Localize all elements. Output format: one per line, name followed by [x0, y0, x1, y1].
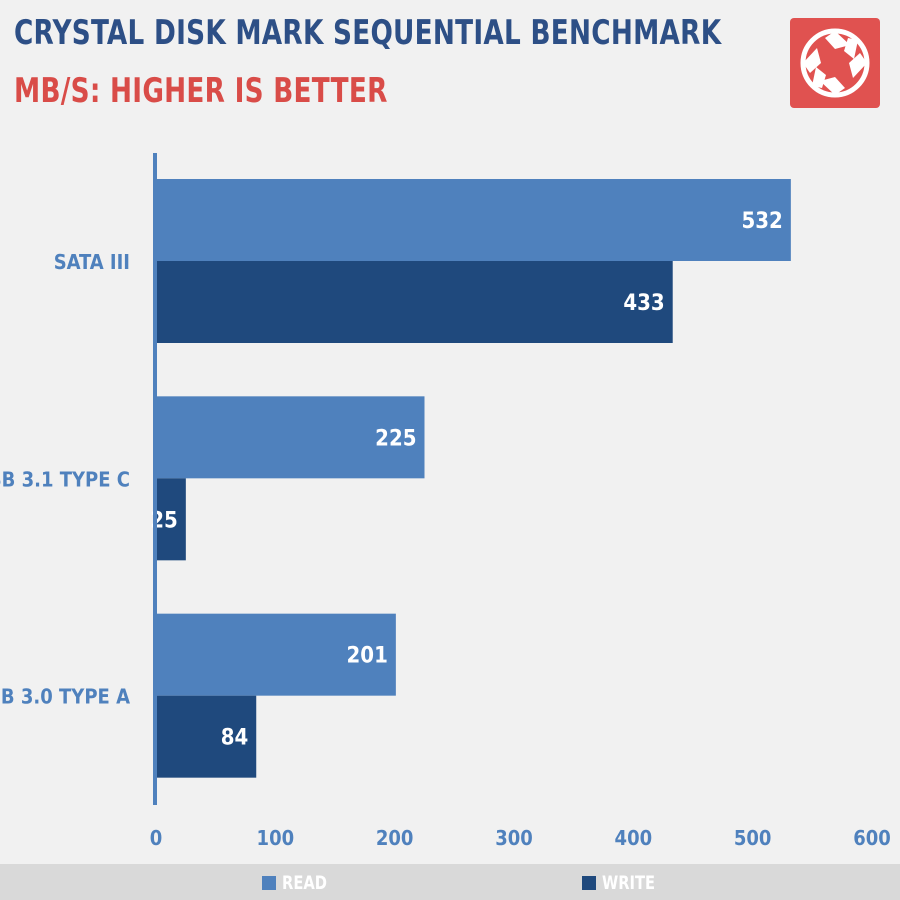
data-label-read-1: 225 [375, 426, 416, 451]
legend-item-read: READ [262, 872, 334, 894]
chart-subtitle: MB/S: HIGHER IS BETTER [14, 71, 388, 111]
chart-title: CRYSTAL DISK MARK SEQUENTIAL BENCHMARK [14, 13, 722, 53]
x-tick-label-4: 400 [615, 826, 653, 850]
logo [790, 18, 880, 108]
legend: READ WRITE [0, 864, 900, 900]
data-label-write-0: 433 [623, 291, 664, 316]
x-tick-label-6: 600 [853, 826, 891, 850]
category-label-2: USB 3.0 TYPE A [0, 685, 130, 709]
data-label-read-2: 201 [347, 644, 388, 669]
x-tick-label-3: 300 [495, 826, 533, 850]
legend-swatch-read [262, 876, 276, 890]
x-tick-label-1: 100 [257, 826, 295, 850]
aperture-icon [790, 18, 880, 108]
bar-read-2 [156, 613, 396, 696]
category-label-0: SATA III [54, 250, 130, 274]
y-axis-line [153, 153, 157, 805]
x-tick-label-5: 500 [734, 826, 772, 850]
data-label-write-2: 84 [221, 726, 249, 751]
bar-read-0 [156, 179, 791, 261]
bar-write-1 [156, 478, 186, 561]
bar-write-2 [156, 695, 257, 778]
legend-label-read: READ [282, 872, 327, 894]
category-label-1: USB 3.1 TYPE C [0, 467, 130, 491]
x-tick-label-2: 200 [376, 826, 414, 850]
data-label-read-0: 532 [742, 209, 783, 234]
bar-read-1 [156, 396, 425, 479]
bar-write-0 [156, 261, 673, 343]
legend-item-write: WRITE [582, 872, 664, 894]
legend-swatch-write [582, 876, 596, 890]
x-tick-label-0: 0 [150, 826, 163, 850]
legend-label-write: WRITE [602, 872, 656, 894]
